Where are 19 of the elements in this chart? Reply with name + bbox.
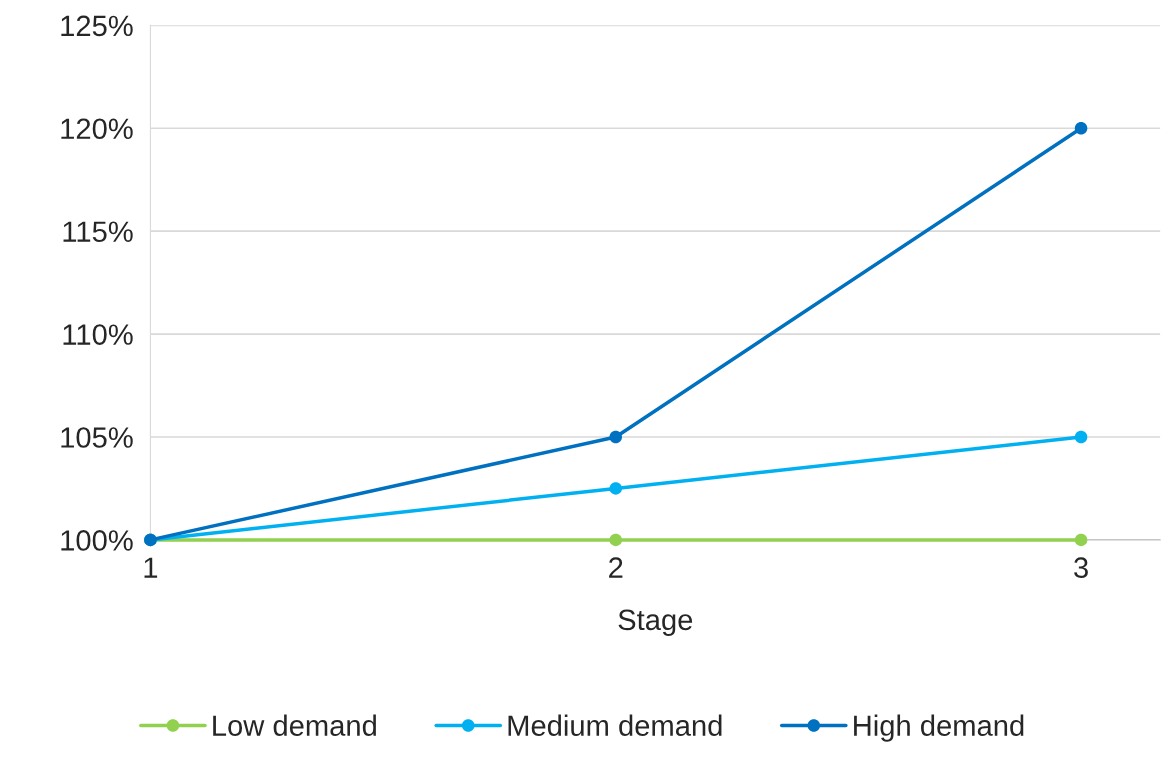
y-tick-label: 110% [63,324,133,345]
legend-label: Low demand [213,714,376,736]
point [609,533,622,547]
x-tick-label: 1 [144,557,158,578]
point [609,430,622,444]
x-tick-label: 2 [609,557,623,578]
x-axis-title: Stage [618,609,693,636]
y-tick-label: 115% [63,221,133,243]
y-tick-label: 105% [61,427,133,448]
point [1074,430,1088,444]
y-tick-label: 125% [61,15,133,37]
y-tick-label: 100% [61,530,133,551]
point [609,482,622,495]
y-tick-label: 120% [61,118,133,140]
point [1074,122,1088,135]
x-tick-label: 3 [1074,557,1088,578]
point [1074,533,1088,547]
legend-label: Medium demand [508,714,722,736]
legend-label: High demand [854,714,1024,742]
